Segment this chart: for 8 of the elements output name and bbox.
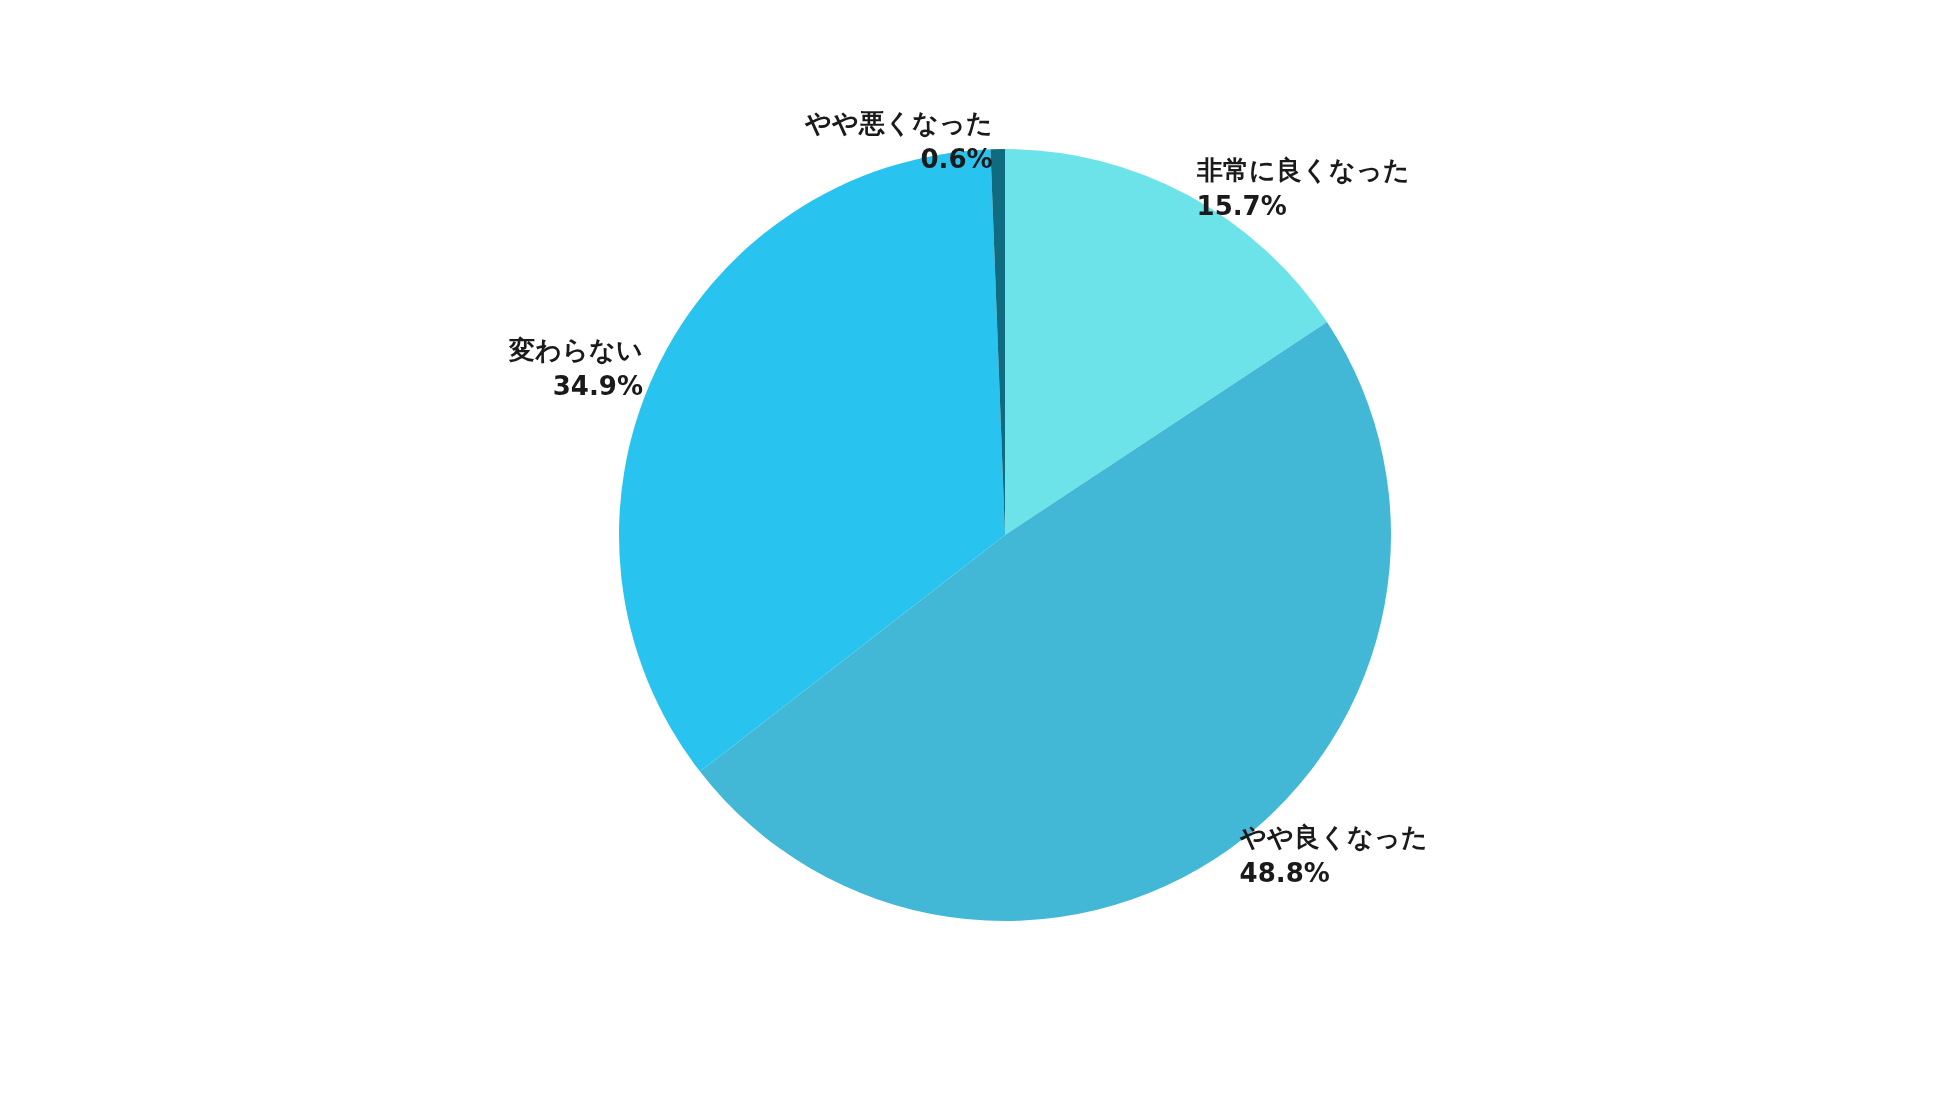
slice-label: 非常に良くなった	[1195, 154, 1410, 185]
slice-label: やや悪くなった	[803, 108, 993, 139]
data-label: 15.7%	[1196, 190, 1287, 221]
slice-label: 変わらない	[507, 335, 643, 366]
data-label: 34.9%	[552, 371, 643, 402]
data-label: 48.8%	[1239, 858, 1330, 889]
slice-label: やや良くなった	[1238, 822, 1428, 853]
data-label: 0.6%	[920, 144, 993, 175]
